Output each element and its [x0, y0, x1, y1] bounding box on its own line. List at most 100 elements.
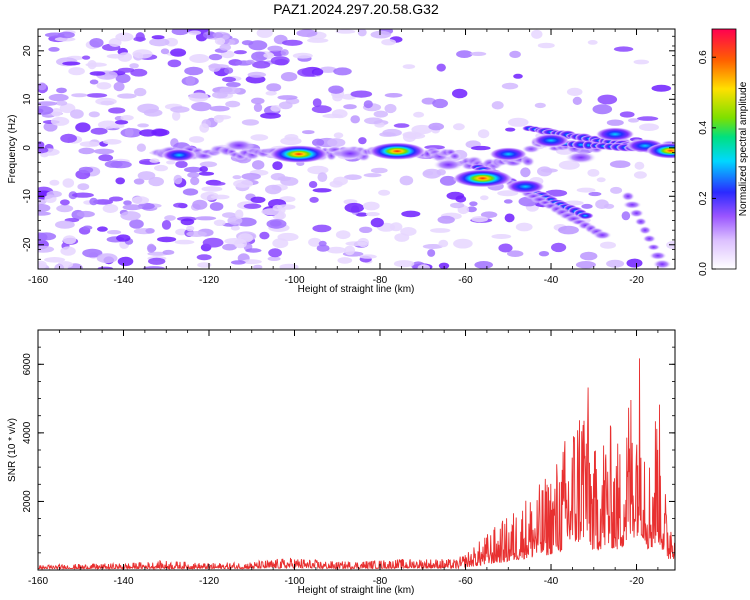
- heatmap-cell: [417, 264, 430, 269]
- heatmap-cell: [134, 87, 147, 97]
- heatmap-cell: [149, 38, 170, 47]
- heatmap-cell: [537, 166, 553, 177]
- heatmap-cell: [209, 105, 230, 112]
- heatmap-cell: [200, 191, 219, 201]
- heatmap-cell: [333, 132, 344, 139]
- heatmap-cell: [199, 166, 208, 173]
- heatmap-cell: [456, 50, 473, 58]
- heatmap-cell: [292, 52, 313, 59]
- heatmap-cell: [413, 111, 425, 118]
- heatmap-cell: [68, 67, 85, 76]
- heatmap-cell: [470, 51, 487, 57]
- heatmap-cell: [93, 199, 114, 205]
- heatmap-cell: [430, 228, 451, 233]
- heatmap-cell: [107, 230, 122, 235]
- colorbar-ticks: 0.0 0.2 0.4 0.6: [698, 50, 716, 276]
- heatmap-cell: [49, 179, 60, 186]
- heatmap-cell: [78, 166, 94, 174]
- heatmap-cell: [95, 97, 117, 106]
- heatmap-cell: [282, 39, 303, 46]
- heatmap-cell: [233, 50, 247, 55]
- heatmap-cell: [253, 264, 263, 269]
- heatmap-cell: [166, 160, 176, 165]
- heatmap-cell: [259, 231, 270, 240]
- heatmap-cell: [439, 175, 457, 186]
- figure-title: PAZ1.2024.297.20.58.G32: [273, 1, 439, 17]
- heatmap-cell: [272, 204, 283, 212]
- heatmap-y-axis-label: Frequency (Hz): [7, 115, 18, 184]
- heatmap-cell: [213, 219, 226, 226]
- heatmap-cell: [224, 67, 234, 74]
- heatmap-cell: [308, 181, 318, 188]
- heatmap-cell: [592, 104, 613, 115]
- heatmap-cell: [186, 231, 207, 237]
- heatmap-cell: [422, 244, 443, 249]
- heatmap-cell: [187, 172, 200, 178]
- heatmap-cell: [143, 109, 163, 117]
- heatmap-cell: [130, 68, 148, 77]
- heatmap-cell: [117, 256, 134, 267]
- heatmap-cell: [82, 225, 93, 230]
- heatmap-cell: [55, 220, 75, 229]
- heatmap-cell: [213, 115, 232, 120]
- heatmap-cell: [251, 51, 268, 62]
- x-tick-label: -80: [373, 576, 388, 587]
- heatmap-cell: [202, 237, 224, 248]
- heatmap-cell: [117, 67, 135, 73]
- heatmap-cell: [359, 226, 373, 233]
- heatmap-cell: [46, 190, 62, 198]
- heatmap-peak-7: [489, 147, 528, 161]
- heatmap-cell: [389, 222, 403, 232]
- heatmap-cell: [358, 137, 367, 145]
- heatmap-cell: [600, 241, 616, 249]
- heatmap-peak-11: [595, 127, 635, 142]
- heatmap-streak-cell: [638, 225, 652, 235]
- heatmap-cell: [60, 199, 70, 206]
- heatmap-peak-8: [505, 179, 545, 194]
- heatmap-cell: [270, 105, 282, 112]
- heatmap-cell: [137, 171, 156, 181]
- colorbar-label: Normalized spectral amplitude: [738, 81, 749, 216]
- heatmap-cell: [245, 59, 255, 65]
- heatmap-cell: [225, 100, 241, 108]
- heatmap-cell: [60, 133, 77, 143]
- heatmap-cell: [637, 116, 659, 121]
- heatmap-cell: [117, 52, 132, 62]
- heatmap-cell: [131, 196, 150, 205]
- heatmap-cell: [85, 62, 107, 67]
- heatmap-cell: [370, 217, 384, 228]
- heatmap-peak-9: [532, 133, 570, 148]
- heatmap-cell: [452, 88, 468, 99]
- x-tick-label: -160: [28, 275, 48, 286]
- heatmap-cell: [189, 136, 205, 143]
- heatmap-cell: [89, 71, 106, 76]
- heatmap-cell: [198, 171, 215, 176]
- heatmap-cell: [139, 129, 157, 137]
- heatmap-peak-0: [269, 145, 329, 164]
- heatmap-cell: [214, 37, 226, 45]
- heatmap-streak-cell: [648, 251, 667, 260]
- heatmap-cell: [50, 108, 63, 117]
- heatmap-frame: [37, 28, 676, 270]
- heatmap-cell: [558, 225, 579, 235]
- heatmap-peak-10: [564, 151, 597, 164]
- heatmap-cell: [507, 117, 529, 127]
- heatmap-cell: [247, 71, 266, 78]
- x-tick-label: -100: [285, 576, 305, 587]
- heatmap-cell: [322, 113, 343, 119]
- heatmap-cell: [453, 238, 473, 249]
- heatmap-cell: [123, 200, 132, 206]
- heatmap-cell: [477, 129, 490, 139]
- heatmap-cell: [82, 248, 103, 258]
- heatmap-cell: [136, 143, 146, 152]
- colorbar-tick-label: 0.0: [698, 262, 709, 276]
- heatmap-cell: [38, 146, 49, 154]
- x-tick-label: -120: [199, 275, 219, 286]
- heatmap-cell: [199, 123, 210, 133]
- heatmap-peak-13: [646, 142, 675, 159]
- heatmap-cell: [115, 120, 129, 125]
- heatmap-cell: [90, 127, 108, 135]
- heatmap-cell: [151, 35, 165, 40]
- heatmap-cell: [399, 175, 414, 186]
- heatmap-cell: [438, 262, 450, 269]
